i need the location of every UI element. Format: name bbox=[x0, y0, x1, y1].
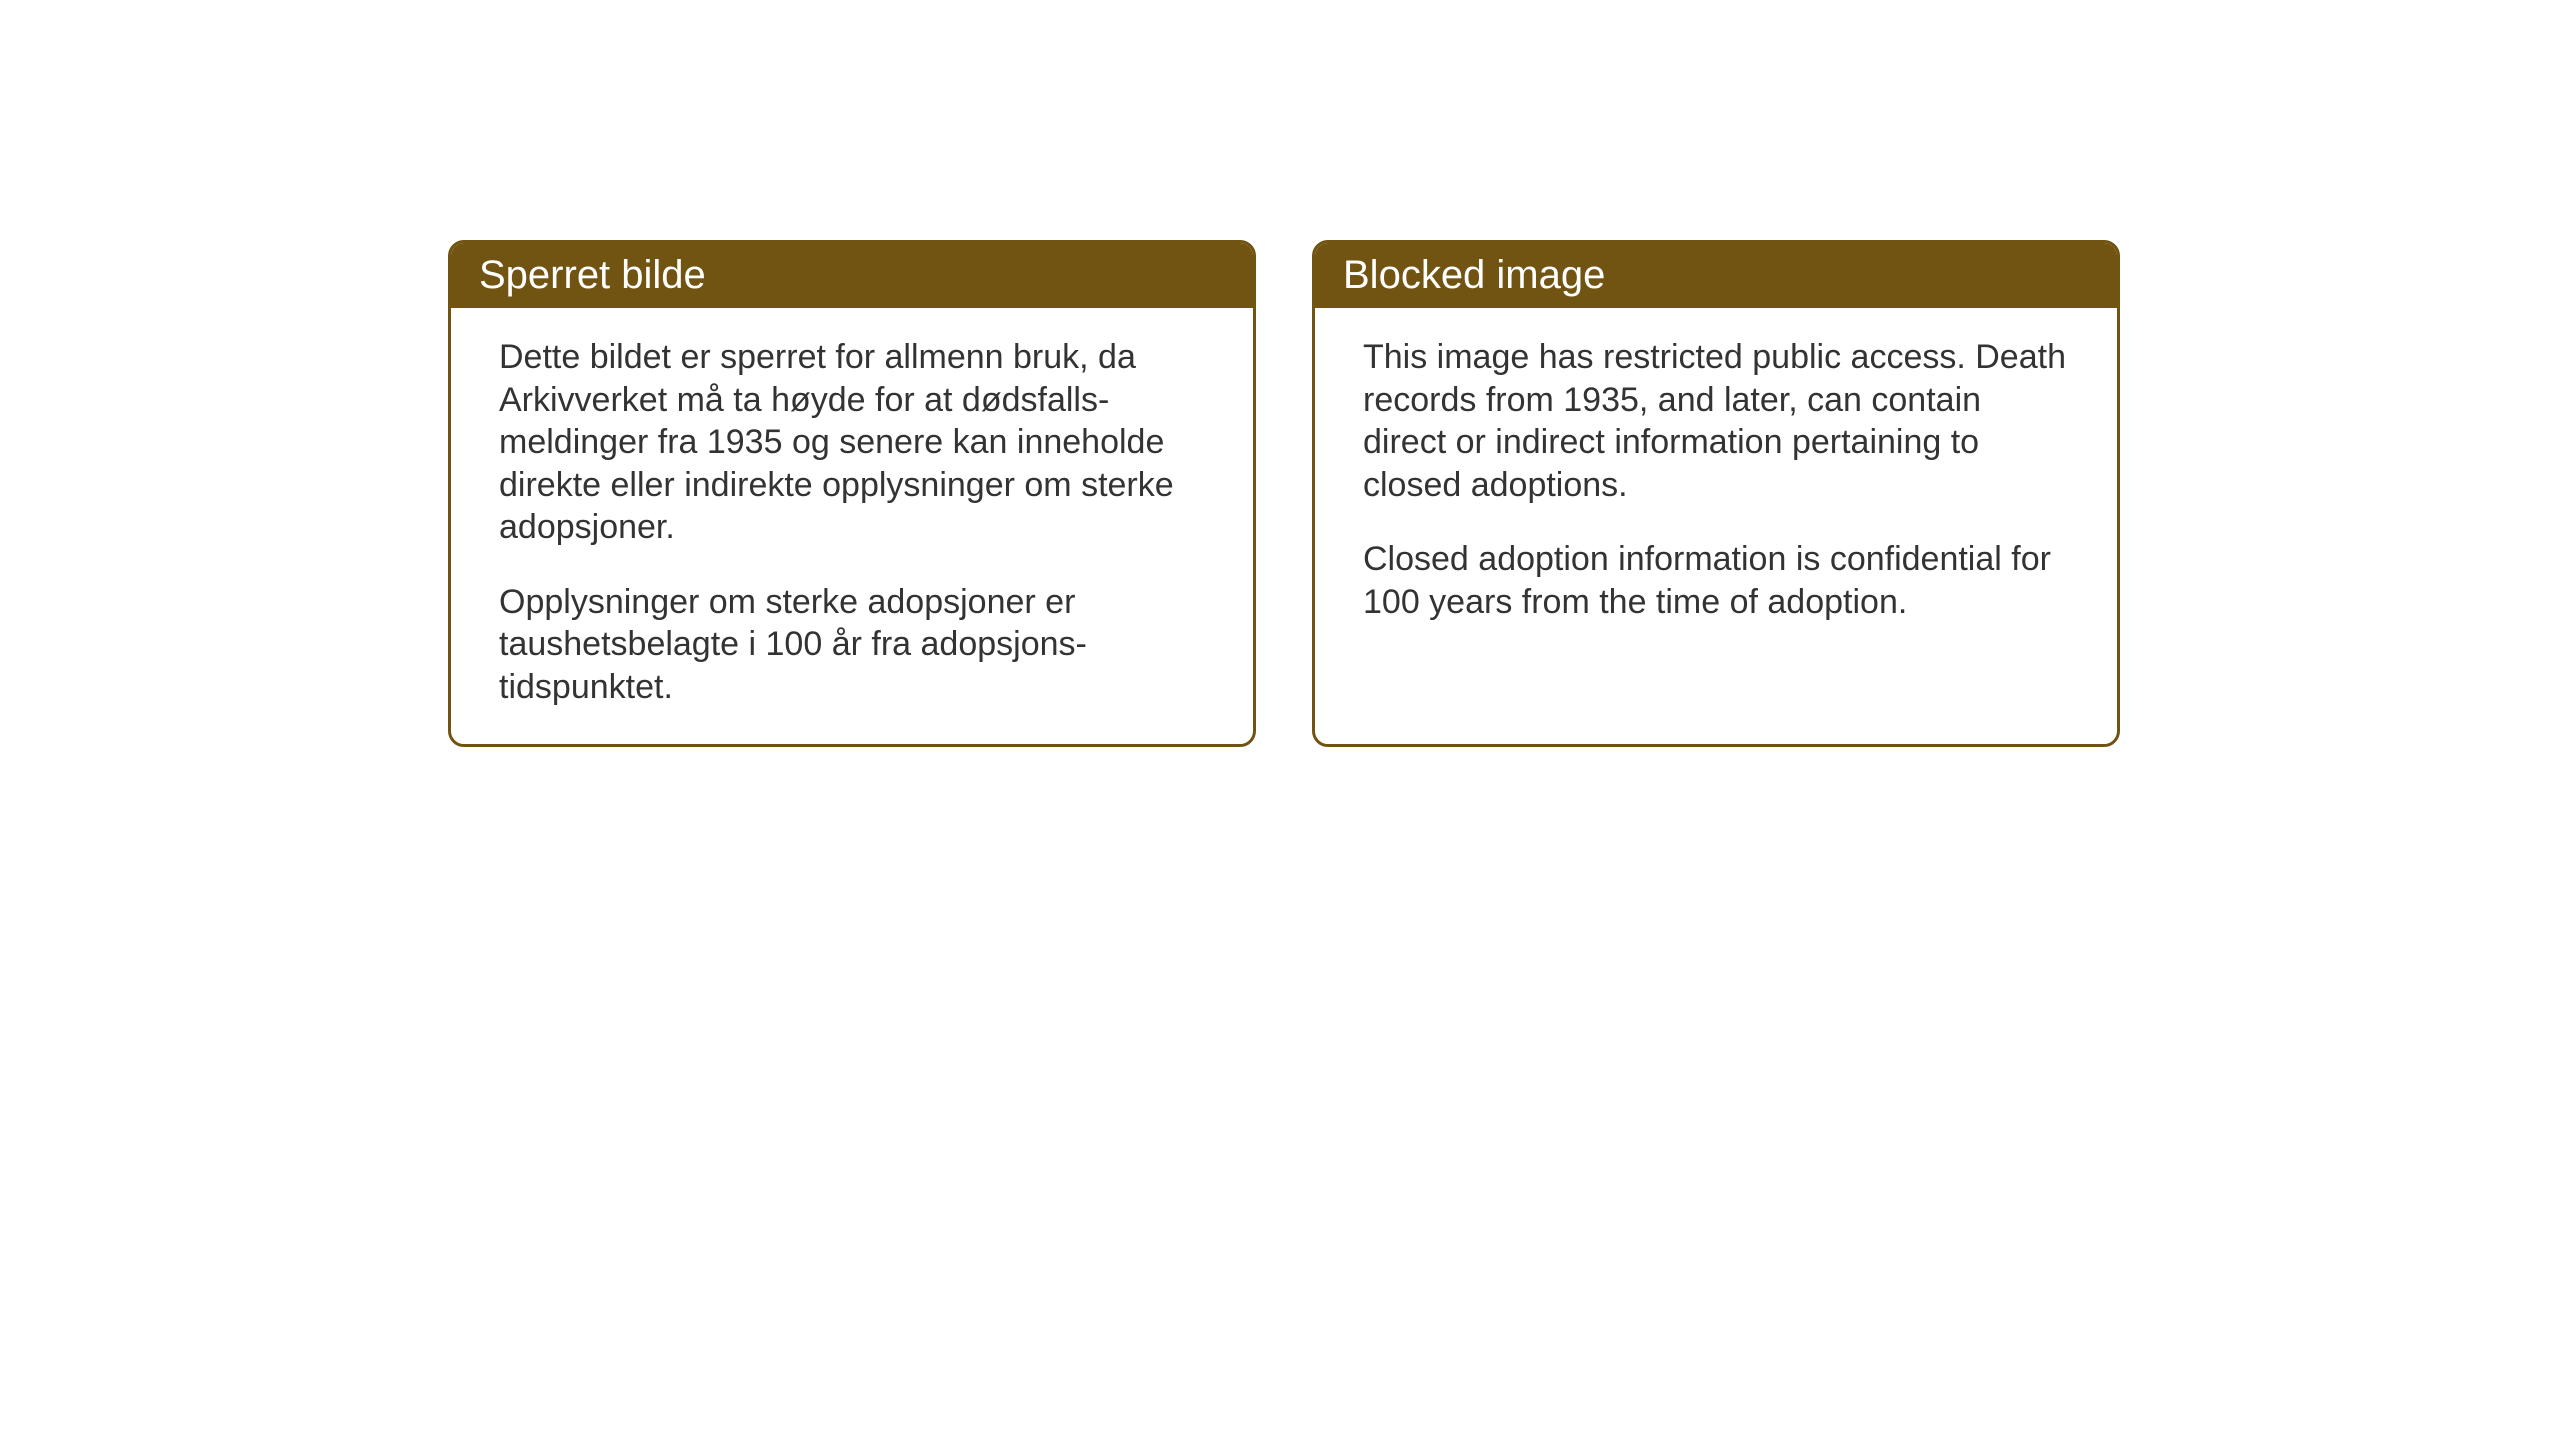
notice-header-english: Blocked image bbox=[1315, 243, 2117, 308]
notice-body-english: This image has restricted public access.… bbox=[1315, 308, 2117, 659]
notice-paragraph: Dette bildet er sperret for allmenn bruk… bbox=[499, 336, 1205, 549]
notice-paragraph: This image has restricted public access.… bbox=[1363, 336, 2069, 506]
notice-paragraph: Opplysninger om sterke adopsjoner er tau… bbox=[499, 581, 1205, 709]
notice-header-norwegian: Sperret bilde bbox=[451, 243, 1253, 308]
notice-box-english: Blocked image This image has restricted … bbox=[1312, 240, 2120, 747]
notice-paragraph: Closed adoption information is confident… bbox=[1363, 538, 2069, 623]
notice-box-norwegian: Sperret bilde Dette bildet er sperret fo… bbox=[448, 240, 1256, 747]
notice-title-english: Blocked image bbox=[1343, 253, 1605, 297]
notice-body-norwegian: Dette bildet er sperret for allmenn bruk… bbox=[451, 308, 1253, 744]
notice-container: Sperret bilde Dette bildet er sperret fo… bbox=[448, 240, 2120, 747]
notice-title-norwegian: Sperret bilde bbox=[479, 253, 706, 297]
